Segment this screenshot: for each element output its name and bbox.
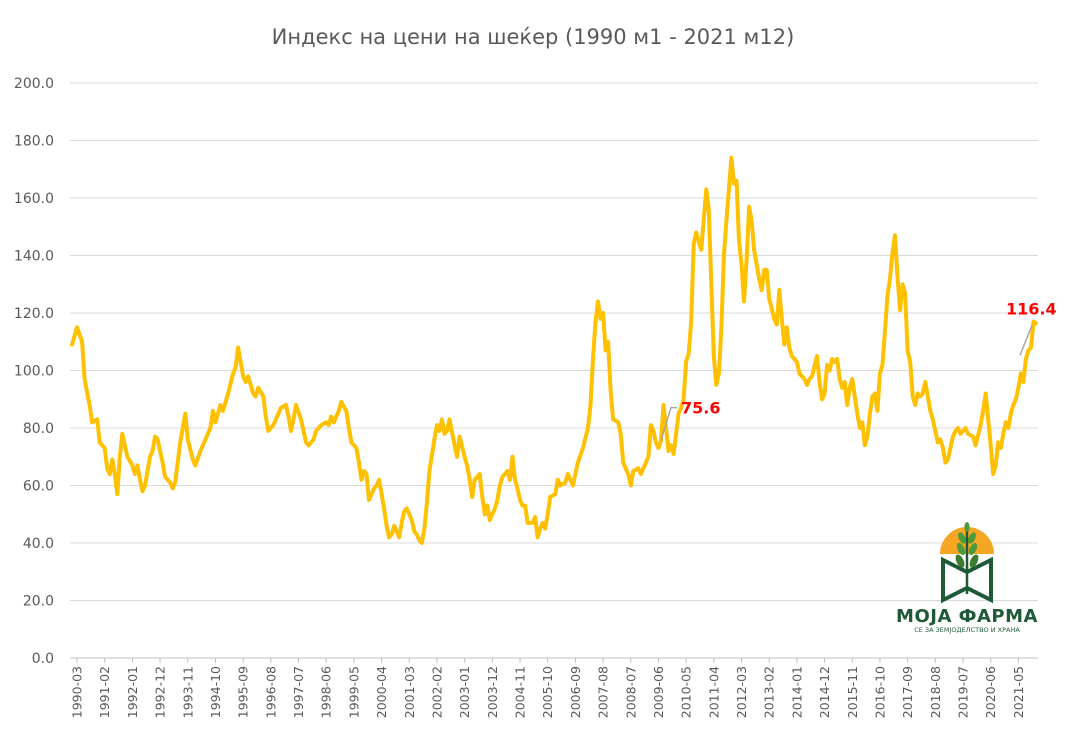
annotation-leader-line xyxy=(1019,325,1033,356)
x-tick-label: 2014-12 xyxy=(817,666,832,718)
x-tick-label: 2016-10 xyxy=(872,666,887,718)
x-tick-label: 2002-02 xyxy=(429,666,444,718)
x-tick-label: 1994-10 xyxy=(208,666,223,718)
y-tick-label: 80.0 xyxy=(23,421,54,437)
x-axis xyxy=(70,657,1038,663)
x-tick-label: 2000-04 xyxy=(374,666,389,718)
y-axis-tick-labels: 0.0 20.0 40.0 60.0 80.0 100.0 120.0 140.0 160.0 1… xyxy=(14,76,54,667)
x-tick-label: 2017-09 xyxy=(900,666,915,718)
x-tick-label: 1998-06 xyxy=(319,666,334,718)
y-tick-label: 20.0 xyxy=(23,594,54,610)
x-tick-label: 2013-02 xyxy=(762,666,777,718)
x-tick-label: 2011-04 xyxy=(706,666,721,718)
x-tick-label: 1991-02 xyxy=(97,666,112,718)
chart-title: Индекс на цени на шеќер (1990 м1 - 2021 … xyxy=(272,25,795,49)
y-tick-label: 160.0 xyxy=(14,191,54,207)
x-tick-label: 1993-11 xyxy=(180,666,195,718)
logo-wheat-icon xyxy=(955,522,979,568)
gridlines xyxy=(70,82,1038,601)
x-tick-label: 2008-07 xyxy=(623,666,638,718)
y-tick-label: 180.0 xyxy=(14,134,54,150)
x-tick-label: 2001-03 xyxy=(402,666,417,718)
x-tick-label: 2019-07 xyxy=(956,666,971,718)
logo-tagline: СЕ ЗА ЗЕМЈОДЕЛСТВО И ХРАНА xyxy=(914,626,1020,634)
y-tick-label: 100.0 xyxy=(14,364,54,380)
x-tick-label: 2010-05 xyxy=(679,666,694,718)
x-tick-label: 1996-08 xyxy=(263,666,278,718)
x-tick-label: 2004-11 xyxy=(513,666,528,718)
x-tick-label: 2005-10 xyxy=(540,666,555,718)
y-tick-label: 60.0 xyxy=(23,479,54,495)
x-tick-label: 2003-01 xyxy=(457,666,472,718)
x-tick-label: 2015-11 xyxy=(845,666,860,718)
x-tick-label: 1997-07 xyxy=(291,666,306,718)
x-tick-label: 1999-05 xyxy=(346,666,361,718)
y-tick-label: 40.0 xyxy=(23,536,54,552)
y-tick-label: 0.0 xyxy=(32,651,54,667)
y-tick-label: 140.0 xyxy=(14,249,54,265)
x-tick-label: 2014-01 xyxy=(789,666,804,718)
x-tick-label: 2021-05 xyxy=(1011,666,1026,718)
data-annotations: 75.6 116.4 xyxy=(660,299,1057,441)
x-tick-label: 1992-01 xyxy=(125,666,140,718)
x-tick-label: 2007-08 xyxy=(596,666,611,718)
moja-farma-logo: МОЈА ФАРМА СЕ ЗА ЗЕМЈОДЕЛСТВО И ХРАНА xyxy=(896,522,1038,634)
x-tick-label: 2003-12 xyxy=(485,666,500,718)
y-tick-label: 120.0 xyxy=(14,306,54,322)
y-tick-label: 200.0 xyxy=(14,76,54,92)
x-tick-label: 1990-03 xyxy=(70,666,85,718)
x-tick-label: 1992-12 xyxy=(153,666,168,718)
x-tick-label: 2020-06 xyxy=(983,666,998,718)
logo-name: МОЈА ФАРМА xyxy=(896,606,1038,627)
x-tick-label: 1995-09 xyxy=(236,666,251,718)
annotation-leader-line xyxy=(660,406,677,441)
series-line-path xyxy=(70,155,1038,545)
x-tick-label: 2018-08 xyxy=(928,666,943,718)
data-label-annotation: 116.4 xyxy=(1006,299,1057,318)
series-line xyxy=(70,155,1038,545)
x-axis-tick-labels: 1990-03 1991-02 1992-01 1992-12 1993-11 1994-… xyxy=(70,666,1026,718)
x-tick-label: 2009-06 xyxy=(651,666,666,718)
data-label-annotation: 75.6 xyxy=(681,399,720,418)
x-tick-label: 2006-09 xyxy=(568,666,583,718)
x-tick-label: 2012-03 xyxy=(734,666,749,718)
